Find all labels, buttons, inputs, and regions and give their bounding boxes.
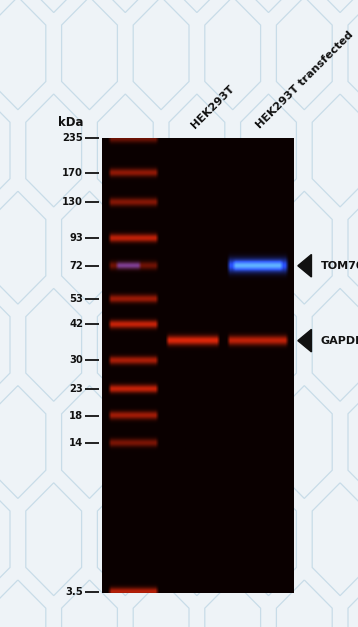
Text: 130: 130 [62, 197, 83, 207]
Text: 93: 93 [69, 233, 83, 243]
Text: 18: 18 [69, 411, 83, 421]
Text: kDa: kDa [58, 116, 83, 129]
Text: GAPDH: GAPDH [320, 335, 358, 345]
Text: TOM70-HA: TOM70-HA [320, 261, 358, 271]
Text: 170: 170 [62, 168, 83, 178]
Text: 30: 30 [69, 356, 83, 366]
Polygon shape [298, 329, 311, 352]
Text: HEK293T transfected: HEK293T transfected [255, 29, 355, 130]
Text: 42: 42 [69, 319, 83, 329]
Text: 23: 23 [69, 384, 83, 394]
Polygon shape [298, 255, 311, 277]
Text: 3.5: 3.5 [65, 587, 83, 598]
Text: 72: 72 [69, 261, 83, 271]
Text: 53: 53 [69, 294, 83, 304]
Text: HEK293T: HEK293T [189, 83, 236, 130]
Text: 14: 14 [69, 438, 83, 448]
Text: 235: 235 [62, 133, 83, 143]
